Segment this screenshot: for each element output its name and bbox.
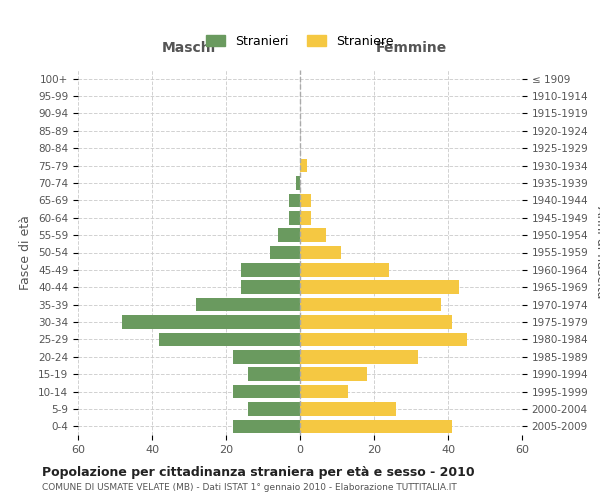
Bar <box>300 228 326 242</box>
Text: Maschi: Maschi <box>162 42 216 56</box>
Text: Femmine: Femmine <box>376 42 446 56</box>
Bar <box>300 332 467 346</box>
Bar <box>289 211 300 224</box>
Y-axis label: Anni di nascita: Anni di nascita <box>594 206 600 298</box>
Bar <box>300 350 418 364</box>
Bar <box>289 194 300 207</box>
Bar <box>300 315 452 329</box>
Bar <box>300 211 311 224</box>
Bar <box>300 420 452 433</box>
Text: Popolazione per cittadinanza straniera per età e sesso - 2010: Popolazione per cittadinanza straniera p… <box>42 466 475 479</box>
Bar <box>233 350 300 364</box>
Bar <box>278 228 300 242</box>
Bar <box>248 402 300 415</box>
Bar <box>241 280 300 294</box>
Bar <box>241 263 300 276</box>
Y-axis label: Fasce di età: Fasce di età <box>19 215 32 290</box>
Bar <box>122 315 300 329</box>
Bar <box>300 159 307 172</box>
Legend: Stranieri, Straniere: Stranieri, Straniere <box>200 29 400 54</box>
Bar <box>300 280 459 294</box>
Bar <box>233 385 300 398</box>
Bar <box>300 402 396 415</box>
Bar <box>300 194 311 207</box>
Bar <box>233 420 300 433</box>
Bar <box>300 246 341 260</box>
Text: COMUNE DI USMATE VELATE (MB) - Dati ISTAT 1° gennaio 2010 - Elaborazione TUTTITA: COMUNE DI USMATE VELATE (MB) - Dati ISTA… <box>42 483 457 492</box>
Bar <box>300 263 389 276</box>
Bar <box>196 298 300 312</box>
Bar <box>300 368 367 381</box>
Bar <box>248 368 300 381</box>
Bar <box>300 298 440 312</box>
Bar <box>160 332 300 346</box>
Bar <box>296 176 300 190</box>
Bar <box>271 246 300 260</box>
Bar <box>300 385 348 398</box>
